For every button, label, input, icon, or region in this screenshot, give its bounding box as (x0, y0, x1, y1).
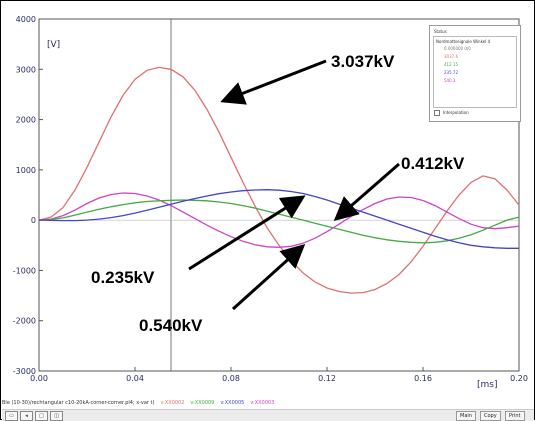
annotation-label: 0.540kV (139, 316, 203, 335)
annotation-arrow (231, 243, 306, 311)
y-unit-label: [V] (47, 40, 60, 50)
legend-entry[interactable]: 235.72 (444, 70, 458, 75)
annotation-label: 3.037kV (331, 52, 395, 71)
x-tick-label: 0.04 (126, 374, 144, 383)
x-unit-label: [ms] (477, 380, 497, 390)
x-tick-label: 0.12 (318, 374, 336, 383)
legend-entry[interactable]: 540.3 (444, 78, 456, 83)
x-tick-label: 0.20 (510, 374, 528, 383)
annotation-arrow (333, 162, 400, 221)
y-tick-label: 2000 (16, 116, 36, 125)
checkbox-icon[interactable] (434, 110, 440, 116)
y-tick-label: 0 (31, 216, 36, 225)
y-tick-label: 4000 (16, 15, 36, 24)
signal-label: v:XX0002 (160, 400, 185, 406)
y-tick-label: -2000 (13, 317, 36, 326)
x-tick-label: 0.00 (30, 374, 48, 383)
y-tick-label: -1000 (13, 266, 36, 275)
legend-list[interactable]: Nordmattseignale Winkel 4 0.000000 0/0 3… (433, 36, 517, 108)
legend-header: Nordmattseignale Winkel 4 (436, 39, 491, 44)
interpolation-checkbox[interactable]: Interpolation (434, 110, 469, 116)
signal-label: v:XX0005 (220, 400, 245, 406)
x-tick-label: 0.16 (414, 374, 432, 383)
y-tick-label: 3000 (16, 65, 36, 74)
signal-label: v:XX0003 (250, 400, 275, 406)
x-tick-label: 0.08 (222, 374, 240, 383)
legend-title: Status (434, 29, 447, 34)
interpolation-label: Interpolation (443, 110, 469, 115)
y-tick-label: 1000 (16, 166, 36, 175)
series-line (38, 189, 519, 249)
annotation-label: 0.412kV (401, 154, 465, 173)
series-line (38, 66, 520, 294)
file-path: Ble (10-30)/rechtangular c10-20kA-corner… (2, 400, 155, 406)
legend-entry[interactable]: 0.000000 0/0 (444, 46, 471, 51)
annotation-arrow (188, 195, 306, 271)
bottom-toolbar: ▭ ◂ □ ◫ Main Copy Print (2, 409, 534, 421)
annotation-label: 0.235kV (91, 268, 155, 287)
annotation-arrow (220, 59, 327, 105)
legend-entry[interactable]: 3037.6 (444, 54, 458, 59)
series-line (38, 192, 520, 248)
signal-label: v:XX0009 (190, 400, 215, 406)
legend-entry[interactable]: 412.15 (444, 62, 458, 67)
status-bar: Ble (10-30)/rechtangular c10-20kA-corner… (2, 400, 534, 409)
legend[interactable]: Status Nordmattseignale Winkel 4 0.00000… (429, 25, 521, 122)
y-tick-label: -3000 (13, 367, 36, 376)
